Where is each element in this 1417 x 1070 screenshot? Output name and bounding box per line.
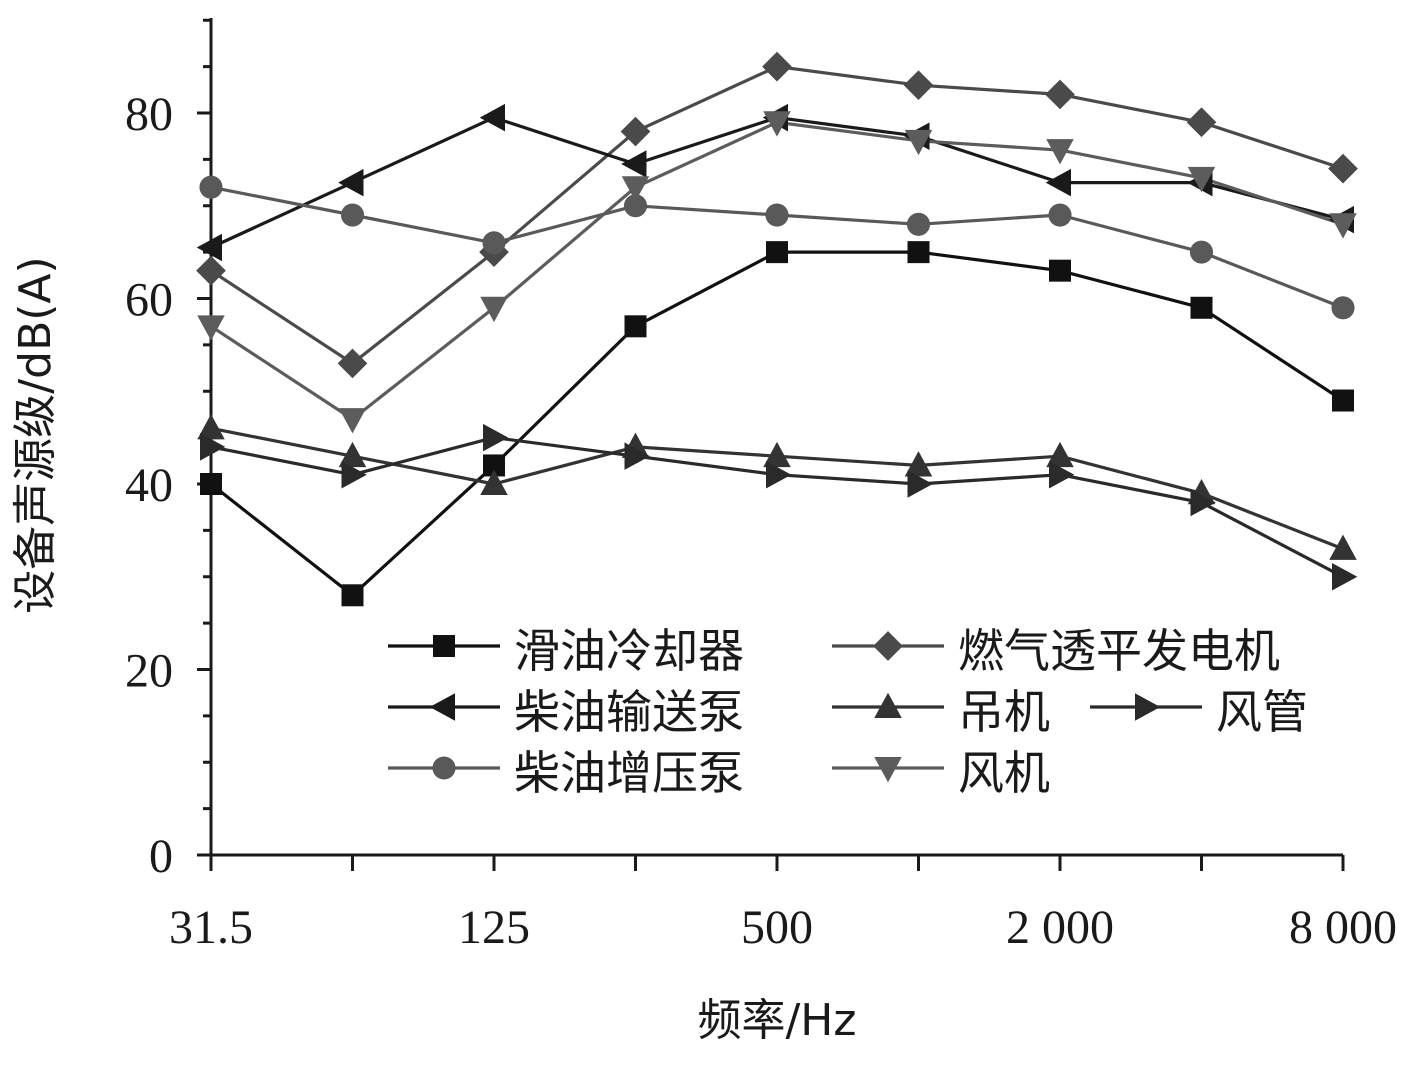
data-point (1331, 296, 1355, 320)
data-point (1328, 153, 1358, 184)
legend-label: 柴油增压泵 (514, 746, 744, 800)
data-point (480, 296, 508, 323)
x-tick-label: 8 000 (1289, 901, 1397, 954)
data-point (907, 241, 930, 264)
data-point (1046, 441, 1074, 468)
y-tick-label: 20 (125, 645, 173, 698)
data-point (1187, 166, 1216, 193)
y-tick-label: 80 (125, 88, 173, 141)
data-point (762, 51, 792, 82)
data-point (1049, 460, 1075, 489)
data-point (340, 203, 365, 227)
x-tick-label: 2 000 (1006, 901, 1114, 954)
data-point (483, 423, 509, 452)
legend-marker (1135, 693, 1161, 721)
data-point (904, 129, 933, 156)
data-point (196, 255, 226, 286)
data-point (1186, 107, 1217, 138)
x-tick-label: 125 (458, 901, 530, 954)
data-point (621, 176, 650, 202)
series-markers (196, 51, 1358, 607)
legend-marker (874, 757, 902, 783)
data-point (763, 441, 791, 468)
data-point (199, 175, 223, 199)
data-point (1046, 139, 1074, 165)
data-point (1332, 389, 1354, 412)
data-point (479, 103, 505, 132)
data-point (1189, 240, 1214, 264)
data-point (765, 203, 789, 227)
data-point (1329, 534, 1357, 560)
data-point (623, 194, 648, 218)
data-point (338, 168, 364, 197)
data-point (1190, 488, 1216, 517)
data-point (338, 408, 367, 434)
data-point (337, 348, 368, 379)
data-point (763, 111, 791, 137)
data-point (1048, 203, 1072, 227)
data-point (341, 460, 367, 489)
data-point (200, 473, 222, 495)
data-point (904, 451, 933, 477)
data-point (341, 584, 364, 607)
legend-marker (874, 692, 902, 718)
legend-label: 吊机 (958, 685, 1050, 739)
data-point (197, 315, 225, 341)
data-point (196, 233, 222, 262)
legend-label: 风管 (1216, 685, 1308, 739)
data-point (1045, 168, 1071, 197)
data-point (1049, 259, 1071, 282)
y-tick-label: 40 (125, 459, 173, 512)
data-point (766, 241, 788, 264)
data-point (621, 150, 647, 178)
legend-label: 燃气透平发电机 (958, 624, 1280, 678)
data-point (1045, 79, 1075, 110)
legend-label: 风机 (958, 746, 1050, 800)
series-line-1 (210, 250, 1344, 597)
legend-marker (429, 693, 455, 721)
data-point (1190, 296, 1213, 319)
data-point (624, 315, 647, 338)
x-tick-label: 31.5 (169, 901, 253, 954)
data-point (483, 454, 505, 477)
data-point (338, 441, 367, 468)
x-tick-label: 500 (741, 901, 813, 954)
data-point (1332, 563, 1358, 591)
data-point (480, 469, 508, 495)
legend-label: 柴油输送泵 (514, 685, 744, 739)
y-axis-label: 设备声源级/dB(A) (10, 256, 61, 613)
data-point (197, 414, 225, 440)
axes: 0 20 40 60 80 31.5 125 500 2 000 8 000 (125, 18, 1397, 954)
data-point (1329, 213, 1357, 239)
legend-marker (433, 635, 455, 657)
data-point (624, 442, 650, 470)
data-point (903, 70, 934, 101)
data-point (482, 231, 506, 255)
data-point (766, 460, 792, 489)
legend-marker (873, 631, 903, 661)
y-tick-label: 0 (149, 830, 173, 883)
data-point (200, 433, 226, 461)
series-line-7 (210, 120, 1344, 421)
series-lines (210, 65, 1344, 597)
x-axis-label: 频率/Hz (697, 995, 856, 1046)
series-line-3 (210, 116, 1344, 249)
legend-marker (432, 756, 456, 780)
data-point (620, 116, 651, 147)
data-point (906, 212, 931, 236)
data-point (907, 470, 933, 498)
y-tick-label: 60 (125, 274, 173, 327)
legend-label: 滑油冷却器 (514, 624, 744, 678)
